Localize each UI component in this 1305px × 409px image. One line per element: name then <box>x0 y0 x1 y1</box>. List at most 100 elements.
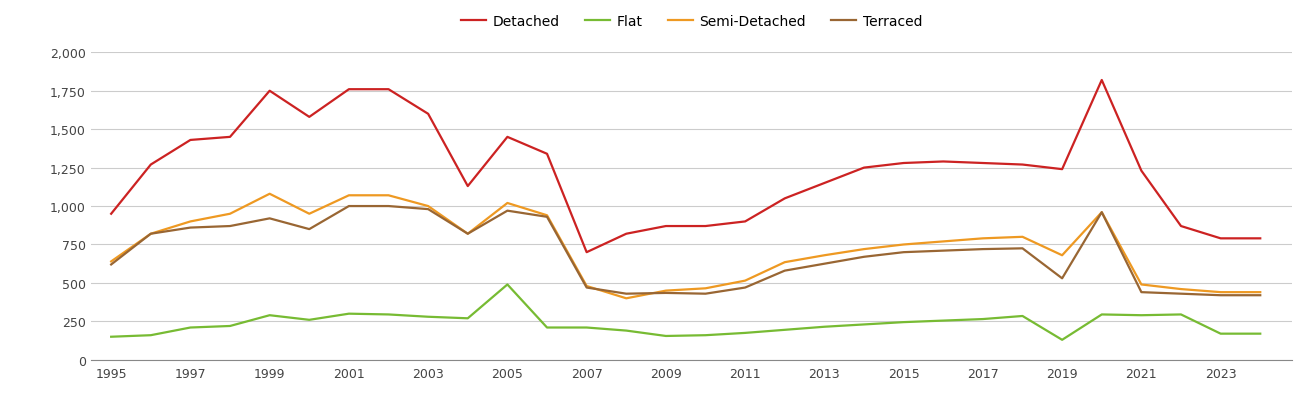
Terraced <box>658 291 673 296</box>
Semi-Detached <box>262 192 278 197</box>
Semi-Detached <box>301 212 317 217</box>
Semi-Detached <box>737 279 753 283</box>
Terraced <box>619 292 634 297</box>
Detached <box>1054 167 1070 172</box>
Flat <box>222 324 238 329</box>
Detached <box>301 115 317 120</box>
Detached <box>737 219 753 224</box>
Flat <box>895 320 911 325</box>
Semi-Detached <box>856 247 872 252</box>
Terraced <box>459 231 475 236</box>
Semi-Detached <box>539 213 555 218</box>
Semi-Detached <box>1015 235 1031 240</box>
Terraced <box>500 209 515 213</box>
Detached <box>420 112 436 117</box>
Semi-Detached <box>420 204 436 209</box>
Semi-Detached <box>1134 282 1150 287</box>
Terraced <box>737 285 753 290</box>
Flat <box>658 334 673 339</box>
Semi-Detached <box>776 260 792 265</box>
Detached <box>698 224 714 229</box>
Terraced <box>936 249 951 254</box>
Terraced <box>222 224 238 229</box>
Detached <box>222 135 238 140</box>
Flat <box>619 328 634 333</box>
Terraced <box>1094 210 1109 215</box>
Semi-Detached <box>500 201 515 206</box>
Detached <box>459 184 475 189</box>
Terraced <box>856 255 872 260</box>
Detached <box>579 250 595 255</box>
Semi-Detached <box>183 219 198 224</box>
Flat <box>975 317 990 322</box>
Terraced <box>341 204 356 209</box>
Detached <box>500 135 515 140</box>
Flat <box>1054 337 1070 342</box>
Terraced <box>539 215 555 220</box>
Line: Detached: Detached <box>111 81 1261 252</box>
Detached <box>658 224 673 229</box>
Terraced <box>698 292 714 297</box>
Terraced <box>262 216 278 221</box>
Detached <box>619 231 634 236</box>
Flat <box>698 333 714 338</box>
Semi-Detached <box>698 286 714 291</box>
Detached <box>1173 224 1189 229</box>
Line: Flat: Flat <box>111 285 1261 340</box>
Flat <box>1173 312 1189 317</box>
Flat <box>856 322 872 327</box>
Semi-Detached <box>222 212 238 217</box>
Flat <box>737 330 753 335</box>
Semi-Detached <box>936 239 951 244</box>
Semi-Detached <box>895 243 911 247</box>
Flat <box>539 325 555 330</box>
Semi-Detached <box>1094 210 1109 215</box>
Flat <box>381 312 397 317</box>
Flat <box>144 333 159 338</box>
Semi-Detached <box>341 193 356 198</box>
Detached <box>381 88 397 92</box>
Detached <box>776 196 792 201</box>
Semi-Detached <box>658 288 673 293</box>
Terraced <box>301 227 317 232</box>
Detached <box>144 163 159 168</box>
Flat <box>817 324 833 329</box>
Terraced <box>895 250 911 255</box>
Terraced <box>975 247 990 252</box>
Flat <box>262 313 278 318</box>
Terraced <box>183 226 198 231</box>
Detached <box>817 181 833 186</box>
Detached <box>1015 163 1031 168</box>
Detached <box>183 138 198 143</box>
Detached <box>975 161 990 166</box>
Semi-Detached <box>817 253 833 258</box>
Terraced <box>1134 290 1150 295</box>
Semi-Detached <box>381 193 397 198</box>
Semi-Detached <box>1212 290 1228 295</box>
Semi-Detached <box>1253 290 1268 295</box>
Flat <box>1253 331 1268 336</box>
Terraced <box>144 231 159 236</box>
Detached <box>1253 236 1268 241</box>
Detached <box>103 212 119 217</box>
Flat <box>341 312 356 317</box>
Terraced <box>1212 293 1228 298</box>
Terraced <box>420 207 436 212</box>
Semi-Detached <box>103 259 119 264</box>
Terraced <box>1173 292 1189 297</box>
Flat <box>459 316 475 321</box>
Flat <box>1094 312 1109 317</box>
Line: Terraced: Terraced <box>111 207 1261 295</box>
Semi-Detached <box>579 284 595 289</box>
Legend: Detached, Flat, Semi-Detached, Terraced: Detached, Flat, Semi-Detached, Terraced <box>455 9 928 34</box>
Detached <box>936 160 951 164</box>
Flat <box>776 328 792 333</box>
Flat <box>579 325 595 330</box>
Semi-Detached <box>1054 253 1070 258</box>
Flat <box>500 282 515 287</box>
Flat <box>936 318 951 323</box>
Detached <box>341 88 356 92</box>
Flat <box>103 335 119 339</box>
Semi-Detached <box>1173 287 1189 292</box>
Detached <box>539 152 555 157</box>
